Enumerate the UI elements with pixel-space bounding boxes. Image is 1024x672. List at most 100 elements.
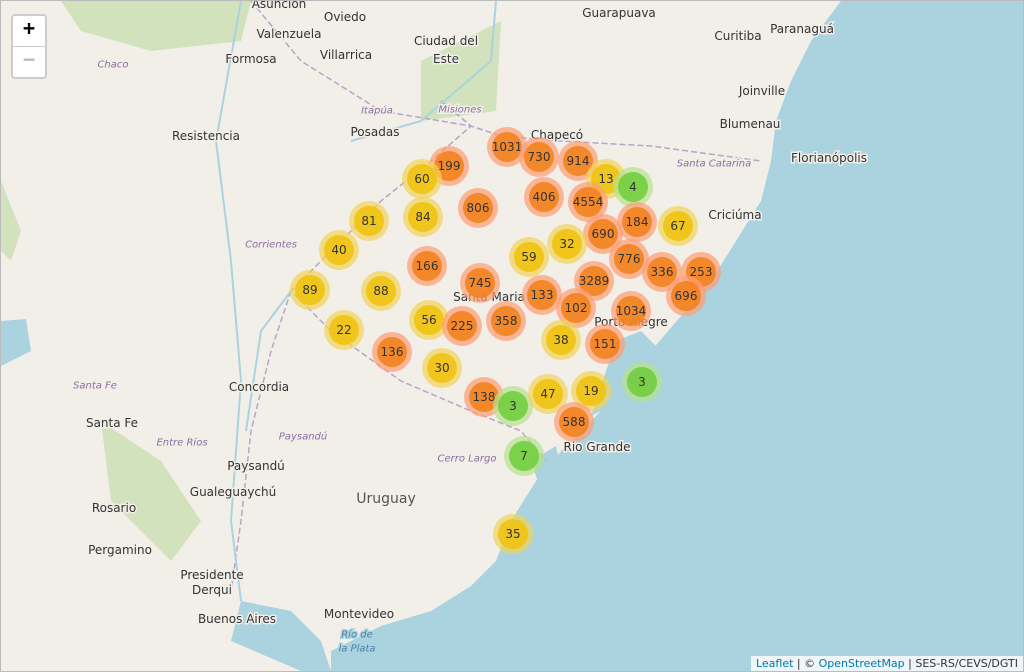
cluster-marker[interactable]: 35 bbox=[493, 514, 533, 554]
cluster-count: 19 bbox=[583, 384, 598, 398]
cluster-core bbox=[576, 376, 606, 406]
cluster-count: 914 bbox=[567, 154, 590, 168]
cluster-marker[interactable]: 88 bbox=[361, 271, 401, 311]
cluster-marker[interactable]: 81 bbox=[349, 201, 389, 241]
cluster-core bbox=[627, 367, 657, 397]
cluster-marker[interactable]: 4554 bbox=[568, 182, 608, 222]
cluster-count: 806 bbox=[467, 201, 490, 215]
cluster-core bbox=[492, 132, 522, 162]
cluster-marker[interactable]: 1034 bbox=[611, 291, 651, 331]
cluster-core bbox=[527, 280, 557, 310]
cluster-marker[interactable]: 89 bbox=[290, 270, 330, 310]
cluster-count: 151 bbox=[594, 337, 617, 351]
cluster-marker[interactable]: 588 bbox=[554, 402, 594, 442]
cluster-marker[interactable]: 102 bbox=[556, 288, 596, 328]
cluster-marker[interactable]: 7 bbox=[504, 436, 544, 476]
place-label: Blumenau bbox=[720, 117, 781, 131]
cluster-count: 88 bbox=[373, 284, 388, 298]
place-label: Curitiba bbox=[714, 29, 761, 43]
cluster-core bbox=[647, 257, 677, 287]
place-label: Rosario bbox=[92, 501, 136, 515]
place-label: Paranaguá bbox=[770, 22, 834, 36]
cluster-marker[interactable]: 133 bbox=[522, 275, 562, 315]
cluster-count: 406 bbox=[533, 190, 556, 204]
cluster-core bbox=[366, 276, 396, 306]
place-label: Montevideo bbox=[324, 607, 394, 621]
cluster-marker[interactable]: 3 bbox=[493, 386, 533, 426]
cluster-marker[interactable]: 30 bbox=[422, 348, 462, 388]
place-label: Misiones bbox=[438, 105, 481, 116]
cluster-marker[interactable]: 38 bbox=[541, 320, 581, 360]
cluster-count: 776 bbox=[618, 252, 641, 266]
place-label: Criciúma bbox=[708, 208, 761, 222]
leaflet-link[interactable]: Leaflet bbox=[755, 657, 794, 670]
cluster-core bbox=[573, 187, 603, 217]
cluster-marker[interactable]: 47 bbox=[528, 374, 568, 414]
cluster-marker[interactable]: 1031 bbox=[487, 127, 527, 167]
cluster-marker[interactable]: 60 bbox=[402, 159, 442, 199]
osm-link[interactable]: OpenStreetMap bbox=[818, 657, 905, 670]
cluster-marker[interactable]: 358 bbox=[486, 301, 526, 341]
lake bbox=[1, 319, 31, 366]
cluster-marker[interactable]: 696 bbox=[666, 276, 706, 316]
cluster-marker[interactable]: 19 bbox=[571, 371, 611, 411]
cluster-count: 3 bbox=[509, 399, 517, 413]
cluster-core bbox=[514, 242, 544, 272]
cluster-count: 89 bbox=[302, 283, 317, 297]
place-label: Uruguay bbox=[356, 491, 416, 507]
cluster-count: 184 bbox=[626, 215, 649, 229]
cluster-count: 47 bbox=[540, 387, 555, 401]
cluster-core bbox=[552, 229, 582, 259]
cluster-count: 56 bbox=[421, 313, 436, 327]
place-label: Joinville bbox=[738, 84, 785, 98]
cluster-count: 3 bbox=[638, 375, 646, 389]
cluster-marker[interactable]: 22 bbox=[324, 310, 364, 350]
cluster-core bbox=[465, 268, 495, 298]
cluster-core bbox=[524, 142, 554, 172]
cluster-marker[interactable]: 136 bbox=[372, 332, 412, 372]
cluster-count: 138 bbox=[473, 390, 496, 404]
cluster-marker[interactable]: 166 bbox=[407, 246, 447, 286]
cluster-core bbox=[590, 329, 620, 359]
cluster-core bbox=[498, 391, 528, 421]
cluster-count: 4 bbox=[629, 180, 637, 194]
zoom-in-button[interactable]: + bbox=[22, 16, 36, 40]
place-label: Formosa bbox=[225, 52, 276, 66]
cluster-count: 696 bbox=[675, 289, 698, 303]
cluster-marker[interactable]: 151 bbox=[585, 324, 625, 364]
cluster-marker[interactable]: 745 bbox=[460, 263, 500, 303]
cluster-core bbox=[498, 519, 528, 549]
cluster-marker[interactable]: 225 bbox=[442, 306, 482, 346]
cluster-marker[interactable]: 32 bbox=[547, 224, 587, 264]
cluster-marker[interactable]: 184 bbox=[617, 202, 657, 242]
cluster-count: 84 bbox=[415, 210, 430, 224]
cluster-marker[interactable]: 67 bbox=[658, 206, 698, 246]
place-label: Valenzuela bbox=[257, 27, 322, 41]
cluster-marker[interactable]: 776 bbox=[609, 239, 649, 279]
place-label: Oviedo bbox=[324, 10, 366, 24]
cluster-marker[interactable]: 690 bbox=[583, 214, 623, 254]
cluster-marker[interactable]: 59 bbox=[509, 237, 549, 277]
cluster-marker[interactable]: 4 bbox=[613, 167, 653, 207]
cluster-marker[interactable]: 138 bbox=[464, 377, 504, 417]
cluster-core bbox=[434, 151, 464, 181]
cluster-count: 22 bbox=[336, 323, 351, 337]
cluster-marker[interactable]: 56 bbox=[409, 300, 449, 340]
cluster-core bbox=[579, 266, 609, 296]
cluster-marker[interactable]: 84 bbox=[403, 197, 443, 237]
cluster-marker[interactable]: 730 bbox=[519, 137, 559, 177]
cluster-count: 13 bbox=[598, 172, 613, 186]
place-label: Paysandú bbox=[279, 431, 327, 443]
vegetation bbox=[1, 1, 501, 561]
cluster-marker[interactable]: 3 bbox=[622, 362, 662, 402]
cluster-count: 35 bbox=[505, 527, 520, 541]
cluster-marker[interactable]: 40 bbox=[319, 230, 359, 270]
cluster-marker[interactable]: 406 bbox=[524, 177, 564, 217]
place-label: la Plata bbox=[338, 644, 375, 655]
place-label: Resistencia bbox=[172, 129, 240, 143]
cluster-count: 745 bbox=[469, 276, 492, 290]
cluster-count: 3289 bbox=[579, 274, 610, 288]
cluster-marker[interactable]: 806 bbox=[458, 188, 498, 228]
